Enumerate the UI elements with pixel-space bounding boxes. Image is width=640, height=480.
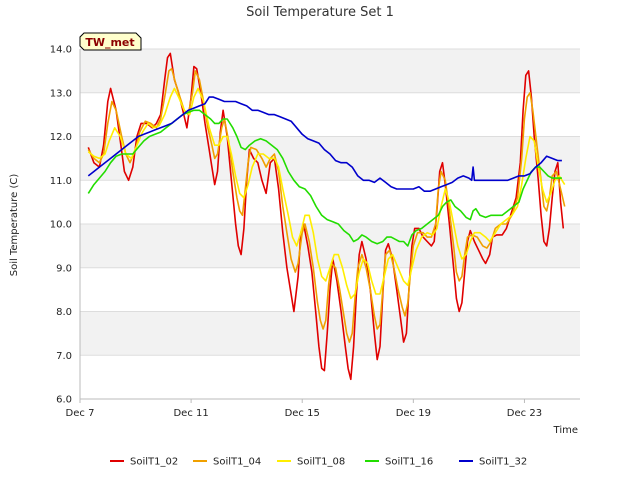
legend-label: SoilT1_16 bbox=[385, 457, 433, 468]
legend-item-soilt1-04: SoilT1_04 bbox=[193, 457, 261, 468]
legend-label: SoilT1_32 bbox=[479, 457, 527, 468]
axes bbox=[79, 49, 580, 400]
y-tick-label: 6.0 bbox=[56, 395, 72, 406]
series-line-soilt1-08 bbox=[87, 87, 566, 300]
y-tick-label: 11.0 bbox=[50, 176, 72, 187]
series-line-soilt1-02 bbox=[87, 52, 565, 381]
legend-label: SoilT1_04 bbox=[213, 457, 261, 468]
grid-band bbox=[80, 311, 580, 356]
x-tick-label: Dec 7 bbox=[66, 408, 95, 419]
legend: SoilT1_02 SoilT1_04 SoilT1_08 SoilT1_16 Soil… bbox=[110, 457, 527, 468]
legend-item-soilt1-02: SoilT1_02 bbox=[110, 457, 178, 468]
x-tick-label: Dec 11 bbox=[173, 408, 208, 419]
y-tick-label: 9.0 bbox=[56, 263, 72, 274]
legend-label: SoilT1_08 bbox=[297, 457, 345, 468]
legend-label: SoilT1_02 bbox=[130, 457, 178, 468]
x-tick-label: Dec 19 bbox=[396, 408, 431, 419]
badge-label: TW_met bbox=[85, 36, 134, 49]
legend-item-soilt1-08: SoilT1_08 bbox=[277, 457, 345, 468]
y-tick-label: 12.0 bbox=[50, 132, 72, 143]
grid-band bbox=[80, 49, 580, 93]
legend-item-soilt1-32: SoilT1_32 bbox=[459, 457, 527, 468]
x-tick-label: Dec 15 bbox=[285, 408, 320, 419]
y-tick-label: 13.0 bbox=[50, 88, 72, 99]
chart-title: Soil Temperature Set 1 bbox=[246, 5, 394, 20]
y-tick-label: 14.0 bbox=[50, 45, 72, 56]
y-tick-label: 10.0 bbox=[50, 220, 72, 231]
badge-box bbox=[79, 32, 142, 51]
x-tick-labels: Dec 7 Dec 11 Dec 15 Dec 19 Dec 23 bbox=[66, 399, 542, 419]
grid-lines bbox=[80, 48, 580, 400]
y-tick-labels: 6.0 7.0 8.0 9.0 10.0 11.0 12.0 13.0 14.0 bbox=[50, 45, 72, 406]
x-axis-label: Time bbox=[553, 425, 578, 436]
y-tick-label: 8.0 bbox=[56, 307, 72, 318]
series-layer bbox=[87, 52, 566, 381]
y-tick-label: 7.0 bbox=[56, 351, 72, 362]
series-line-soilt1-32 bbox=[87, 96, 562, 192]
legend-item-soilt1-16: SoilT1_16 bbox=[365, 457, 433, 468]
x-tick-label: Dec 23 bbox=[507, 408, 542, 419]
y-axis-label: Soil Temperature (C) bbox=[9, 174, 20, 277]
grid-band bbox=[80, 136, 580, 181]
station-badge: TW_met bbox=[79, 32, 142, 51]
